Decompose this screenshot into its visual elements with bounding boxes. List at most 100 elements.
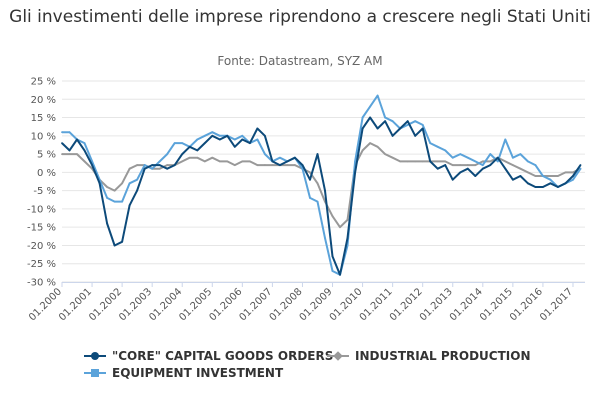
- data-point: [106, 197, 108, 199]
- data-point: [451, 164, 454, 166]
- data-point: [526, 182, 529, 185]
- data-point: [324, 189, 326, 192]
- data-point: [557, 186, 559, 188]
- y-tick-label: -15 %: [27, 223, 56, 234]
- data-point: [384, 120, 387, 123]
- data-point: [226, 160, 229, 163]
- data-point: [436, 160, 439, 163]
- data-point: [309, 171, 311, 174]
- data-point: [61, 131, 63, 134]
- data-point: [391, 156, 394, 159]
- data-point: [241, 160, 244, 163]
- data-point: [188, 156, 191, 159]
- y-tick-label: 5 %: [37, 150, 56, 161]
- data-point: [61, 153, 63, 155]
- data-point: [504, 167, 507, 170]
- data-point: [384, 116, 387, 119]
- data-point: [309, 178, 311, 181]
- data-point: [256, 164, 259, 166]
- data-point: [256, 127, 259, 130]
- data-point: [361, 149, 364, 152]
- data-point: [181, 142, 184, 145]
- data-point: [459, 153, 462, 155]
- data-point: [241, 138, 244, 141]
- y-tick-label: -5 %: [33, 186, 56, 197]
- data-point: [376, 94, 379, 97]
- legend-item-core-capital-goods-orders[interactable]: "CORE" CAPITAL GOODS ORDERS: [84, 349, 333, 363]
- chart-legend: "CORE" CAPITAL GOODS ORDERS INDUSTRIAL P…: [84, 349, 554, 385]
- data-point: [534, 164, 537, 166]
- data-point: [391, 120, 394, 123]
- data-point: [376, 145, 379, 148]
- data-point: [211, 134, 214, 137]
- data-point: [128, 167, 131, 170]
- data-point: [106, 222, 108, 225]
- data-point: [233, 138, 236, 141]
- data-point: [211, 156, 214, 159]
- data-point: [376, 127, 379, 130]
- data-point: [211, 131, 214, 134]
- chart-title: Gli investimenti delle imprese riprendon…: [9, 7, 591, 27]
- data-point: [406, 160, 409, 163]
- data-point: [166, 164, 169, 166]
- data-point: [519, 153, 522, 155]
- series-line-0[interactable]: [61, 116, 582, 276]
- data-point: [459, 171, 462, 174]
- data-point: [572, 178, 574, 181]
- data-point: [474, 160, 477, 163]
- data-point: [542, 175, 544, 177]
- data-point: [549, 178, 552, 181]
- data-point: [166, 167, 169, 170]
- data-point: [256, 138, 259, 141]
- data-point: [68, 153, 71, 155]
- data-point: [151, 167, 154, 170]
- data-point: [346, 218, 349, 221]
- legend-label: EQUIPMENT INVESTMENT: [112, 366, 284, 380]
- data-point: [459, 164, 462, 166]
- y-tick-label: 20 %: [31, 95, 56, 106]
- legend-item-industrial-production[interactable]: INDUSTRIAL PRODUCTION: [327, 349, 531, 363]
- data-point: [91, 164, 93, 166]
- data-point: [294, 156, 296, 159]
- data-point: [346, 237, 349, 240]
- y-tick-label: -20 %: [27, 241, 56, 252]
- data-point: [263, 134, 266, 137]
- data-point: [331, 255, 334, 258]
- data-point: [339, 273, 341, 276]
- data-point: [248, 160, 251, 163]
- data-point: [519, 167, 522, 170]
- chart-subtitle: Fonte: Datastream, SYZ AM: [217, 54, 383, 68]
- data-point: [233, 145, 236, 148]
- legend-item-equipment-investment[interactable]: EQUIPMENT INVESTMENT: [84, 366, 283, 380]
- data-point: [158, 167, 161, 170]
- data-point: [196, 149, 199, 152]
- data-point: [173, 164, 176, 166]
- data-point: [121, 200, 124, 203]
- data-point: [406, 123, 409, 126]
- data-point: [474, 175, 477, 177]
- data-point: [113, 244, 116, 247]
- y-tick-label: 0 %: [37, 168, 56, 179]
- data-point: [579, 164, 582, 166]
- data-point: [331, 215, 334, 218]
- data-point: [481, 160, 484, 163]
- data-point: [549, 175, 552, 177]
- data-point: [294, 164, 296, 166]
- data-point: [301, 164, 304, 166]
- data-point: [248, 142, 251, 145]
- data-point: [414, 120, 417, 123]
- data-point: [511, 164, 514, 166]
- data-point: [121, 182, 124, 185]
- data-point: [203, 134, 206, 137]
- data-point: [534, 175, 537, 177]
- data-point: [263, 153, 266, 155]
- data-point: [241, 134, 244, 137]
- data-point: [143, 167, 146, 170]
- data-point: [384, 153, 387, 155]
- data-point: [361, 127, 364, 130]
- data-point: [263, 164, 266, 166]
- y-tick-label: 15 %: [31, 113, 56, 124]
- data-point: [511, 178, 514, 181]
- data-point: [339, 226, 341, 229]
